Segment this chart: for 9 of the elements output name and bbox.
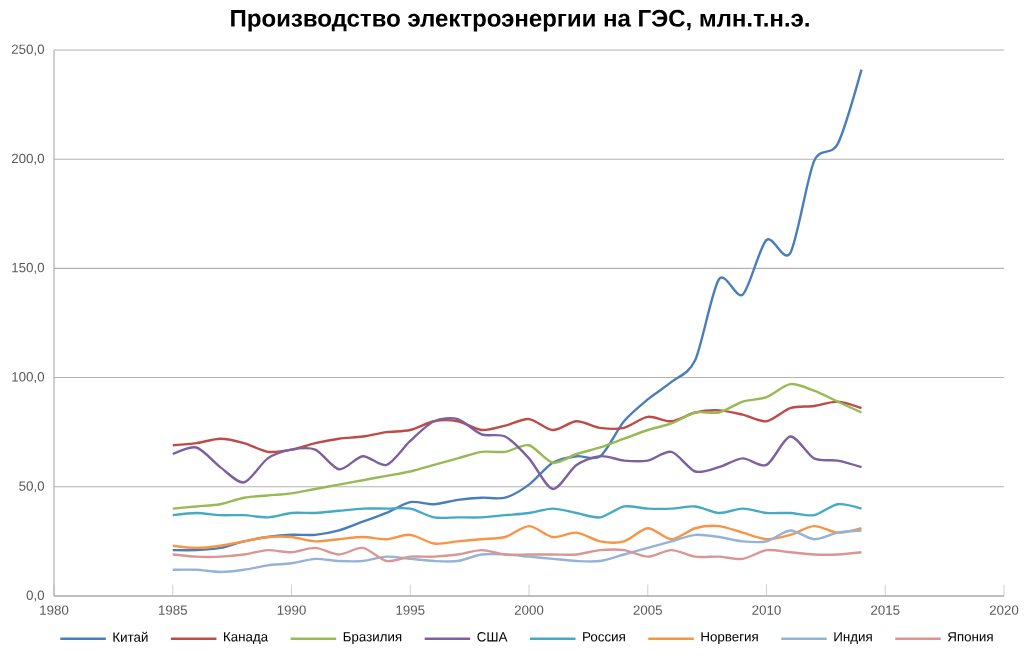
line-series [171, 400, 863, 454]
line-series [171, 524, 863, 550]
chart-title: Производство электроэнергии на ГЭС, млн.т.н.э. [231, 9, 809, 32]
line-series [171, 529, 863, 574]
line-series [171, 68, 863, 552]
line-series [171, 502, 863, 520]
line-series [171, 546, 863, 563]
line-series [171, 382, 863, 510]
line-series [171, 417, 863, 491]
